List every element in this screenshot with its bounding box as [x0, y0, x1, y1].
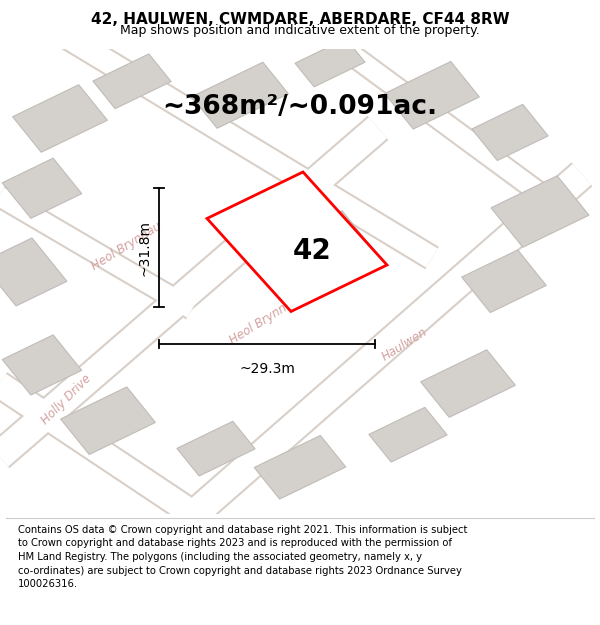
Polygon shape — [2, 158, 82, 218]
Polygon shape — [286, 211, 374, 278]
Polygon shape — [177, 421, 255, 476]
Text: 42: 42 — [293, 237, 331, 265]
Polygon shape — [472, 104, 548, 161]
Polygon shape — [385, 61, 479, 129]
Polygon shape — [491, 176, 589, 248]
Text: 42, HAULWEN, CWMDARE, ABERDARE, CF44 8RW: 42, HAULWEN, CWMDARE, ABERDARE, CF44 8RW — [91, 12, 509, 27]
Text: Heol Brynnau: Heol Brynnau — [89, 219, 163, 273]
Polygon shape — [295, 39, 365, 87]
Text: Map shows position and indicative extent of the property.: Map shows position and indicative extent… — [120, 24, 480, 36]
Text: Holly Drive: Holly Drive — [38, 372, 94, 428]
Polygon shape — [0, 238, 67, 306]
Text: ~29.3m: ~29.3m — [239, 362, 295, 376]
Polygon shape — [421, 350, 515, 418]
Polygon shape — [369, 408, 447, 462]
Text: Haulwen: Haulwen — [380, 325, 430, 363]
Text: Contains OS data © Crown copyright and database right 2021. This information is : Contains OS data © Crown copyright and d… — [18, 525, 467, 589]
Polygon shape — [254, 436, 346, 499]
Text: ~31.8m: ~31.8m — [137, 219, 151, 276]
Polygon shape — [93, 54, 171, 109]
Polygon shape — [61, 387, 155, 454]
Polygon shape — [2, 335, 82, 395]
Text: Heol Brynnau: Heol Brynnau — [227, 294, 301, 348]
Polygon shape — [462, 250, 546, 312]
Text: ~368m²/~0.091ac.: ~368m²/~0.091ac. — [163, 94, 437, 120]
Polygon shape — [207, 172, 387, 311]
Polygon shape — [191, 62, 289, 128]
Polygon shape — [13, 85, 107, 152]
